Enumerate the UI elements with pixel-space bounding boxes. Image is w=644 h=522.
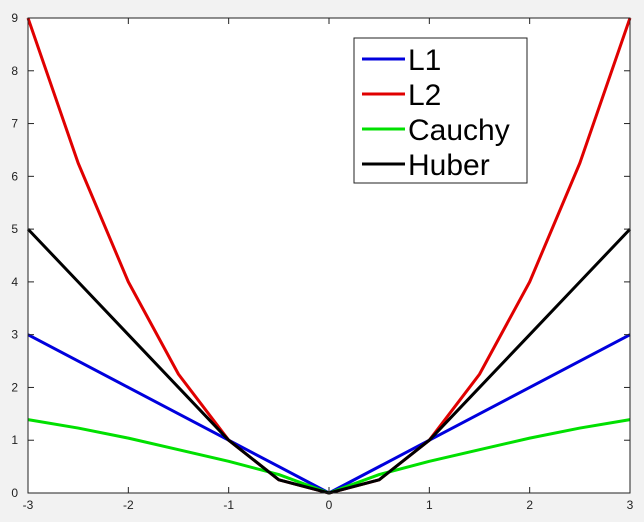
legend-box [353, 37, 528, 184]
legend-label-l2: L2 [408, 79, 441, 112]
x-tick-label: 1 [426, 498, 433, 512]
plot-area [28, 18, 630, 493]
legend-label-huber: Huber [408, 149, 490, 182]
legend-label-cauchy: Cauchy [408, 114, 510, 147]
tick-layer: -3 -2 -1 0 1 2 3 0 1 2 3 4 5 6 7 8 9 [11, 11, 633, 512]
y-tick-label: 1 [11, 433, 18, 447]
y-tick-label: 6 [11, 169, 18, 183]
y-tick-label: 8 [11, 64, 18, 78]
y-tick-label: 2 [11, 380, 18, 394]
y-tick-label: 4 [11, 275, 18, 289]
y-tick-label: 0 [11, 486, 18, 500]
y-tick-label: 7 [11, 117, 18, 131]
x-tick-label: 3 [627, 498, 634, 512]
y-tick-label: 9 [11, 11, 18, 25]
x-tick-label: -3 [23, 498, 34, 512]
x-tick-label: -1 [223, 498, 234, 512]
x-tick-label: 0 [326, 498, 333, 512]
legend-label-l1: L1 [408, 44, 441, 77]
x-tick-label: -2 [123, 498, 134, 512]
y-tick-label: 3 [11, 328, 18, 342]
x-tick-label: 2 [526, 498, 533, 512]
y-tick-label: 5 [11, 222, 18, 236]
